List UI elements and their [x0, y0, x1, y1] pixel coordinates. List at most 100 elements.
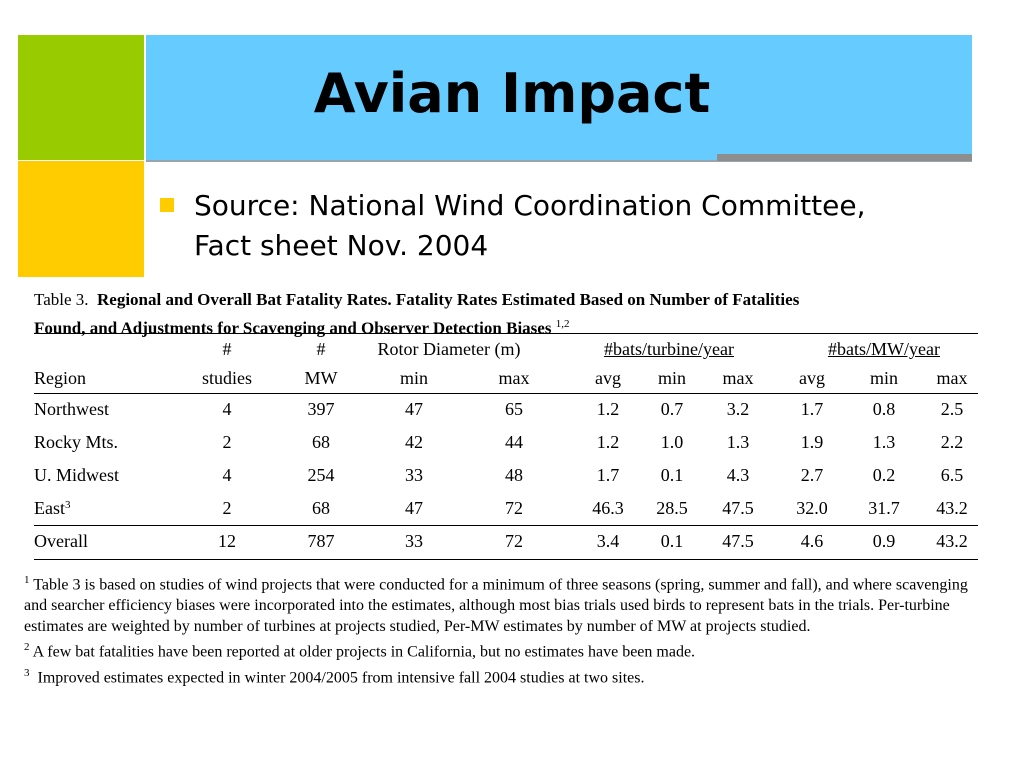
footnote-1-text: Table 3 is based on studies of wind proj…	[24, 576, 968, 636]
table-cell: 68	[312, 432, 330, 452]
table-cell: 0.7	[660, 399, 684, 419]
overall-region-cell: Overall	[34, 531, 88, 551]
decor-yellow-block	[18, 161, 144, 277]
table-cell: 32.0	[796, 498, 828, 518]
region-cell: U. Midwest	[34, 464, 184, 486]
caption-label: Table 3.	[34, 290, 89, 309]
overall-cell: 43.2	[936, 531, 968, 551]
overall-cell: 12	[218, 531, 236, 551]
table-cell: 2.7	[800, 465, 824, 485]
footnote-2-marker: 2	[24, 641, 30, 654]
table-cell: 1.3	[726, 432, 750, 452]
footnote-2: 2 A few bat fatalities have been reporte…	[24, 637, 984, 662]
region-cell: East3	[34, 497, 184, 519]
footnote-1-marker: 1	[24, 574, 30, 586]
header-bats-per-turbine: #bats/turbine/year	[604, 339, 734, 359]
table-caption: Table 3. Regional and Overall Bat Fatali…	[34, 288, 984, 341]
table-cell: 48	[505, 465, 523, 485]
table-cell: 47	[405, 498, 423, 518]
decor-green-block	[18, 35, 144, 160]
overall-cell: 47.5	[722, 531, 754, 551]
overall-cell: 0.1	[660, 531, 684, 551]
table-cell: 0.2	[872, 465, 896, 485]
table-cell: 1.2	[596, 432, 620, 452]
header-mw-hash: #	[316, 339, 326, 359]
table-cell: 72	[505, 498, 523, 518]
header-bats-per-mw: #bats/MW/year	[828, 339, 940, 359]
header-cell: avg	[595, 368, 621, 388]
table-cell: 43.2	[936, 498, 968, 518]
table-cell: 2.5	[940, 399, 964, 419]
region-footnote-marker: 3	[65, 499, 71, 511]
title-bar	[146, 35, 972, 160]
table-cell: 6.5	[940, 465, 964, 485]
table-cell: 44	[505, 432, 523, 452]
overall-cell: 787	[307, 531, 335, 551]
table-cell: 1.0	[660, 432, 684, 452]
header-cell: max	[722, 368, 754, 388]
table-cell: 28.5	[656, 498, 688, 518]
header-cell: max	[936, 368, 968, 388]
table-cell: 2	[222, 432, 232, 452]
table-cell: 254	[307, 465, 335, 485]
header-region: Region	[34, 368, 86, 388]
source-bullet: Source: National Wind Coordination Commi…	[194, 186, 994, 266]
table-top-rule	[34, 333, 978, 334]
table-cell: 4	[222, 399, 232, 419]
slide-title: Avian Impact	[313, 62, 711, 125]
footnote-3-marker: 3	[24, 666, 30, 679]
table-cell: 4	[222, 465, 232, 485]
caption-sup: 1,2	[555, 318, 570, 330]
table-cell: 65	[505, 399, 523, 419]
footnote-1: 1 Table 3 is based on studies of wind pr…	[24, 570, 984, 637]
source-line-1: Source: National Wind Coordination Commi…	[194, 189, 866, 222]
region-cell: Northwest	[34, 398, 184, 420]
header-rule	[34, 393, 978, 394]
footnote-2-text: A few bat fatalities have been reported …	[32, 643, 696, 661]
region-name: East	[34, 498, 65, 518]
overall-cell: 4.6	[800, 531, 824, 551]
footnote-3: 3 Improved estimates expected in winter …	[24, 663, 984, 688]
region-name: Rocky Mts.	[34, 432, 119, 452]
table-cell: 31.7	[868, 498, 900, 518]
table-cell: 0.1	[660, 465, 684, 485]
table-cell: 46.3	[592, 498, 624, 518]
overall-cell: 0.9	[872, 531, 896, 551]
header-studies-hash: #	[222, 339, 232, 359]
header-cell: avg	[799, 368, 825, 388]
header-cell: min	[869, 368, 898, 388]
source-line-2: Fact sheet Nov. 2004	[194, 229, 489, 262]
caption-line-2: Found, and Adjustments for Scavenging an…	[34, 318, 552, 338]
table-cell: 397	[307, 399, 335, 419]
table-cell: 42	[405, 432, 423, 452]
table-cell: 1.2	[596, 399, 620, 419]
caption-line-1: Regional and Overall Bat Fatality Rates.…	[97, 290, 800, 309]
overall-cell: 72	[505, 531, 523, 551]
region-name: Northwest	[34, 399, 109, 419]
table-cell: 2.2	[940, 432, 964, 452]
overall-rule	[34, 525, 978, 526]
overall-cell: 33	[405, 531, 423, 551]
table-cell: 33	[405, 465, 423, 485]
header-cell: MW	[304, 368, 338, 388]
table-cell: 1.9	[800, 432, 824, 452]
table-cell: 4.3	[726, 465, 750, 485]
overall-cell: 3.4	[596, 531, 620, 551]
table-cell: 2	[222, 498, 232, 518]
table-cell: 1.3	[872, 432, 896, 452]
table-cell: 47.5	[722, 498, 754, 518]
header-cell: studies	[201, 368, 252, 388]
table-cell: 68	[312, 498, 330, 518]
bullet-square-icon	[160, 198, 174, 212]
header-rotor-diameter: Rotor Diameter (m)	[377, 339, 521, 359]
header-cell: min	[657, 368, 686, 388]
header-cell: max	[498, 368, 530, 388]
table-cell: 1.7	[596, 465, 620, 485]
footnote-3-text: Improved estimates expected in winter 20…	[37, 668, 645, 686]
table-cell: 0.8	[872, 399, 896, 419]
table-cell: 47	[405, 399, 423, 419]
title-accent-bar	[717, 154, 972, 161]
table-cell: 1.7	[800, 399, 824, 419]
footnotes: 1 Table 3 is based on studies of wind pr…	[24, 570, 984, 688]
title-divider	[146, 160, 972, 162]
